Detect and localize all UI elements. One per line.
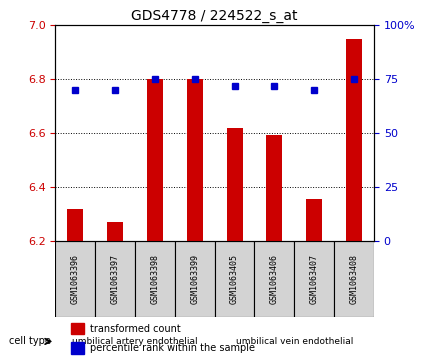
- Bar: [107, 223, 123, 241]
- Bar: [227, 128, 243, 241]
- FancyBboxPatch shape: [215, 325, 374, 358]
- FancyBboxPatch shape: [294, 241, 334, 317]
- FancyBboxPatch shape: [334, 241, 374, 317]
- FancyBboxPatch shape: [135, 241, 175, 317]
- FancyBboxPatch shape: [215, 241, 255, 317]
- Text: GSM1063398: GSM1063398: [150, 254, 159, 304]
- Text: cell type: cell type: [9, 337, 54, 346]
- Text: GSM1063405: GSM1063405: [230, 254, 239, 304]
- Text: transformed count: transformed count: [90, 323, 181, 334]
- Bar: [71, 342, 84, 354]
- Bar: [346, 39, 362, 241]
- Bar: [306, 200, 322, 241]
- Text: GSM1063408: GSM1063408: [350, 254, 359, 304]
- Bar: [187, 79, 203, 241]
- Title: GDS4778 / 224522_s_at: GDS4778 / 224522_s_at: [131, 9, 298, 23]
- Text: umbilical vein endothelial: umbilical vein endothelial: [235, 337, 353, 346]
- Text: GSM1063399: GSM1063399: [190, 254, 199, 304]
- Text: umbilical artery endothelial: umbilical artery endothelial: [72, 337, 198, 346]
- Text: percentile rank within the sample: percentile rank within the sample: [90, 343, 255, 353]
- Text: GSM1063407: GSM1063407: [310, 254, 319, 304]
- Bar: [71, 323, 84, 334]
- Text: GSM1063396: GSM1063396: [71, 254, 79, 304]
- Bar: [266, 135, 282, 241]
- Text: GSM1063397: GSM1063397: [110, 254, 119, 304]
- FancyBboxPatch shape: [55, 241, 95, 317]
- Bar: [147, 79, 163, 241]
- FancyBboxPatch shape: [175, 241, 215, 317]
- Bar: [67, 209, 83, 241]
- FancyBboxPatch shape: [95, 241, 135, 317]
- Text: GSM1063406: GSM1063406: [270, 254, 279, 304]
- FancyBboxPatch shape: [55, 325, 215, 358]
- FancyBboxPatch shape: [255, 241, 294, 317]
